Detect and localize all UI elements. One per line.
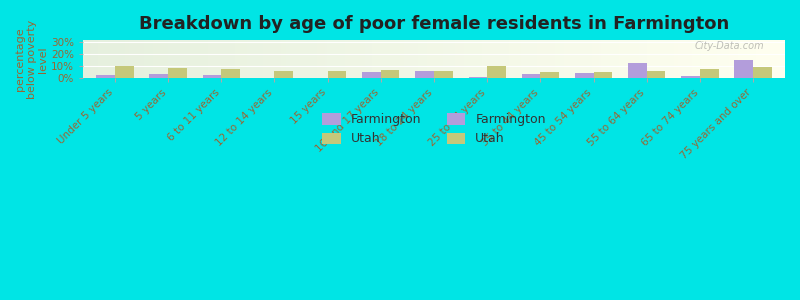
Bar	[575, 73, 594, 78]
Bar	[540, 72, 559, 78]
Bar	[594, 72, 612, 78]
Bar	[274, 70, 293, 78]
Bar	[381, 70, 399, 78]
Bar	[415, 71, 434, 78]
Bar	[434, 70, 453, 78]
Bar	[753, 67, 772, 78]
Bar	[487, 66, 506, 78]
Bar	[168, 68, 186, 78]
Bar	[362, 72, 381, 78]
Bar	[646, 71, 666, 78]
Bar	[753, 67, 772, 78]
Bar	[575, 73, 594, 78]
Legend: Farmington, Utah, Farmington, Utah: Farmington, Utah, Farmington, Utah	[318, 108, 550, 150]
Bar	[469, 77, 487, 78]
Bar	[734, 60, 753, 78]
Bar	[434, 70, 453, 78]
Bar	[700, 69, 718, 78]
Bar	[328, 70, 346, 78]
Bar	[522, 74, 540, 78]
Bar	[274, 70, 293, 78]
Bar	[682, 76, 700, 78]
Title: Breakdown by age of poor female residents in Farmington: Breakdown by age of poor female resident…	[139, 15, 729, 33]
Bar	[222, 69, 240, 78]
Bar	[487, 66, 506, 78]
Bar	[96, 75, 115, 78]
Bar	[594, 72, 612, 78]
Bar	[202, 75, 222, 78]
Bar	[415, 71, 434, 78]
Bar	[150, 74, 168, 78]
Y-axis label: percentage
below poverty
level: percentage below poverty level	[15, 20, 48, 99]
Bar	[362, 72, 381, 78]
Bar	[168, 68, 186, 78]
Bar	[646, 71, 666, 78]
Bar	[469, 77, 487, 78]
Bar	[202, 75, 222, 78]
Bar	[628, 63, 646, 78]
Bar	[115, 66, 134, 78]
Bar	[682, 76, 700, 78]
Bar	[328, 70, 346, 78]
Bar	[540, 72, 559, 78]
Bar	[96, 75, 115, 78]
Bar	[522, 74, 540, 78]
Bar	[734, 60, 753, 78]
Bar	[222, 69, 240, 78]
Bar	[381, 70, 399, 78]
Bar	[115, 66, 134, 78]
Text: City-Data.com: City-Data.com	[694, 41, 764, 51]
Bar	[628, 63, 646, 78]
Bar	[700, 69, 718, 78]
Bar	[150, 74, 168, 78]
